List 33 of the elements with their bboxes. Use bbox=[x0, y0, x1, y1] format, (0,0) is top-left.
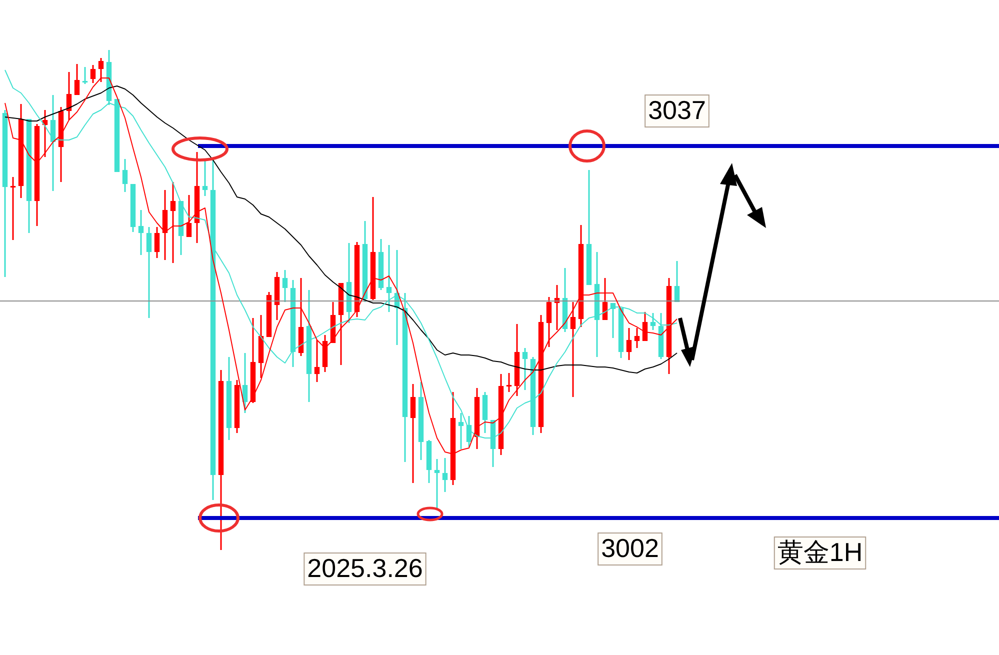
candlestick bbox=[634, 327, 640, 349]
text: 黄金1H bbox=[777, 537, 863, 568]
candlestick bbox=[434, 458, 440, 511]
candlestick bbox=[282, 269, 288, 303]
candlestick bbox=[122, 158, 128, 193]
candlestick bbox=[386, 244, 392, 313]
candlestick bbox=[202, 159, 208, 197]
candlestick bbox=[674, 260, 680, 303]
candlestick bbox=[90, 64, 96, 84]
candlestick bbox=[650, 312, 656, 331]
candlestick bbox=[242, 352, 248, 414]
candlestick bbox=[146, 226, 152, 319]
candlestick bbox=[154, 226, 160, 259]
candlestick bbox=[522, 347, 528, 391]
candlestick bbox=[10, 176, 16, 241]
candlestick bbox=[170, 181, 176, 264]
candlestick bbox=[570, 301, 576, 398]
candlestick bbox=[602, 277, 608, 321]
annotation: 3002 bbox=[601, 533, 659, 564]
candlestick bbox=[442, 457, 448, 493]
candlestick bbox=[410, 383, 416, 484]
candlestick bbox=[186, 194, 192, 238]
candlestick bbox=[546, 296, 552, 348]
annotation: 3037 bbox=[648, 95, 706, 126]
candlestick bbox=[506, 372, 512, 393]
candlestick bbox=[74, 63, 80, 96]
candlestick bbox=[314, 339, 320, 383]
text: 2025.3.26 bbox=[307, 553, 423, 584]
candlestick bbox=[626, 327, 632, 361]
candlestick bbox=[162, 189, 168, 261]
candlestick bbox=[138, 209, 144, 256]
candlestick bbox=[642, 311, 648, 342]
candlestick bbox=[82, 66, 88, 85]
